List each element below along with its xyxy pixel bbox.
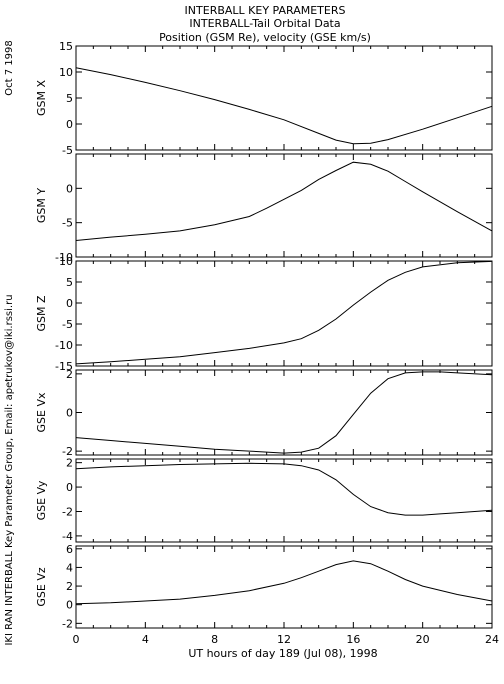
y-axis-label: GSE Vz: [35, 567, 48, 606]
y-tick-label: 0: [66, 297, 73, 310]
chart-title-line1: INTERBALL KEY PARAMETERS: [185, 4, 346, 17]
y-tick-label: 6: [66, 543, 73, 556]
y-tick-label: -10: [55, 251, 73, 264]
series-line: [75, 260, 493, 365]
side-date: Oct 7 1998: [4, 40, 15, 95]
y-tick-label: -15: [55, 360, 73, 373]
series-line: [75, 161, 493, 241]
y-tick-label: -5: [62, 144, 73, 157]
panel-1: -10 -5 0 GSM Y: [35, 153, 493, 264]
y-axis-label: GSE Vy: [35, 480, 48, 520]
panel-4: -4 -2 0 2 GSE Vy: [35, 457, 493, 543]
panel-frame: [75, 369, 493, 456]
y-tick-label: 0: [66, 182, 73, 195]
y-tick-label: 15: [59, 40, 73, 53]
y-tick-label: 10: [59, 66, 73, 79]
panel-frame: [75, 545, 493, 629]
panel-frame: [75, 260, 493, 367]
x-tick-label: 16: [346, 633, 360, 646]
panel-frame: [75, 45, 493, 151]
series-line: [75, 67, 493, 145]
y-tick-label: 4: [66, 561, 73, 574]
y-tick-label: 0: [66, 481, 73, 494]
x-tick-label: 20: [416, 633, 430, 646]
y-axis-label: GSM Y: [35, 188, 48, 223]
chart-title-line3: Position (GSM Re), velocity (GSE km/s): [159, 31, 371, 44]
y-tick-label: -2: [62, 445, 73, 458]
panel-3: -2 0 2 GSE Vx: [35, 368, 493, 458]
series-line: [75, 462, 493, 516]
panel-2: -15 -10 -5 0 5 10 GSM Z: [35, 255, 493, 373]
x-tick-label: 0: [73, 633, 80, 646]
y-tick-label: 0: [66, 599, 73, 612]
y-tick-label: 2: [66, 368, 73, 381]
panels-group: -5 0 5 10 15 GSM X -10 -5 0 GSM Y -15 -10 -5 0 5 10 GSM …: [35, 40, 499, 646]
panel-frame: [75, 153, 493, 258]
side-credit: IKI RAN INTERBALL Key Parameter Group, E…: [4, 294, 15, 645]
x-tick-label: 24: [485, 633, 499, 646]
y-tick-label: 10: [59, 255, 73, 268]
y-tick-label: 2: [66, 457, 73, 470]
y-tick-label: -2: [62, 505, 73, 518]
y-tick-label: 0: [66, 118, 73, 131]
y-axis-label: GSM Z: [35, 295, 48, 331]
y-tick-label: 5: [66, 276, 73, 289]
panel-5: -2 0 2 4 6 GSE Vz: [35, 543, 493, 630]
panel-0: -5 0 5 10 15 GSM X: [35, 40, 493, 157]
y-tick-label: 5: [66, 92, 73, 105]
series-line: [75, 371, 493, 454]
x-tick-label: 12: [277, 633, 291, 646]
y-tick-label: -5: [62, 217, 73, 230]
y-tick-label: -4: [62, 530, 73, 543]
y-tick-label: 0: [66, 407, 73, 420]
y-tick-label: 2: [66, 580, 73, 593]
y-tick-label: -10: [55, 339, 73, 352]
y-axis-label: GSE Vx: [35, 392, 48, 432]
series-line: [75, 560, 493, 605]
x-tick-label: 8: [211, 633, 218, 646]
y-tick-label: -5: [62, 318, 73, 331]
y-axis-label: GSM X: [35, 80, 48, 116]
x-axis-label: UT hours of day 189 (Jul 08), 1998: [188, 647, 377, 660]
chart-title-line2: INTERBALL-Tail Orbital Data: [189, 17, 340, 30]
y-tick-label: -2: [62, 617, 73, 630]
x-tick-label: 4: [142, 633, 149, 646]
panel-frame: [75, 458, 493, 543]
